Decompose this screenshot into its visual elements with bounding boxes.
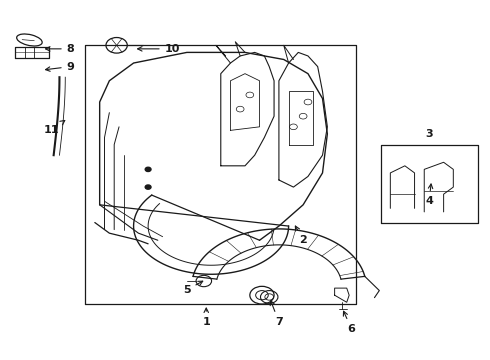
Text: 9: 9	[46, 62, 74, 72]
Text: 11: 11	[44, 121, 65, 135]
Text: 2: 2	[295, 226, 307, 245]
Text: 1: 1	[202, 308, 210, 327]
Text: 4: 4	[425, 184, 433, 206]
Text: 7: 7	[270, 301, 283, 327]
Text: 10: 10	[138, 44, 180, 54]
Text: 8: 8	[46, 44, 74, 54]
Circle shape	[145, 185, 151, 189]
Text: 5: 5	[183, 281, 203, 295]
Text: 3: 3	[425, 129, 433, 139]
Circle shape	[145, 167, 151, 171]
Text: 6: 6	[343, 311, 356, 334]
